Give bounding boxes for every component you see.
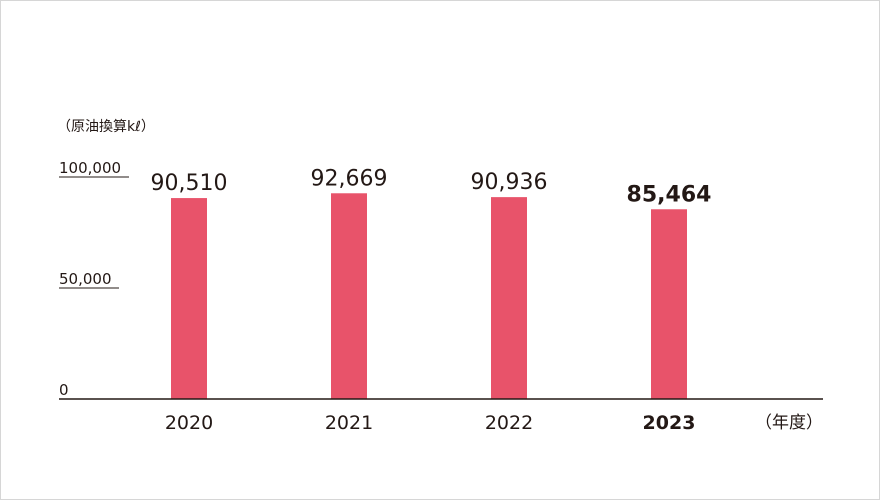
- y-tick-label: 0: [59, 381, 69, 399]
- x-tick-label-2022: 2022: [485, 412, 533, 434]
- y-axis-ticks: 0 50,000 100,000: [59, 159, 129, 399]
- value-label-2020: 90,510: [151, 171, 228, 196]
- x-axis-unit-label: （年度）: [755, 413, 823, 433]
- y-tick-label: 100,000: [59, 159, 121, 177]
- x-axis-tick-labels: 2020 2021 2022 2023: [165, 412, 696, 434]
- value-label-2022: 90,936: [471, 170, 548, 195]
- value-label-2021: 92,669: [311, 166, 388, 191]
- y-tick-label: 50,000: [59, 270, 112, 288]
- bars: [171, 193, 687, 399]
- x-tick-label-2020: 2020: [165, 412, 213, 434]
- x-tick-label-2023: 2023: [643, 412, 696, 434]
- bar-2022: [491, 197, 527, 399]
- value-label-2023: 85,464: [627, 182, 712, 207]
- bar-2020: [171, 198, 207, 399]
- x-tick-label-2021: 2021: [325, 412, 373, 434]
- value-labels: 90,510 92,669 90,936 85,464: [151, 166, 712, 207]
- bar-2023: [651, 209, 687, 399]
- y-axis-unit-label: （原油換算kℓ）: [57, 119, 155, 135]
- bar-2021: [331, 193, 367, 399]
